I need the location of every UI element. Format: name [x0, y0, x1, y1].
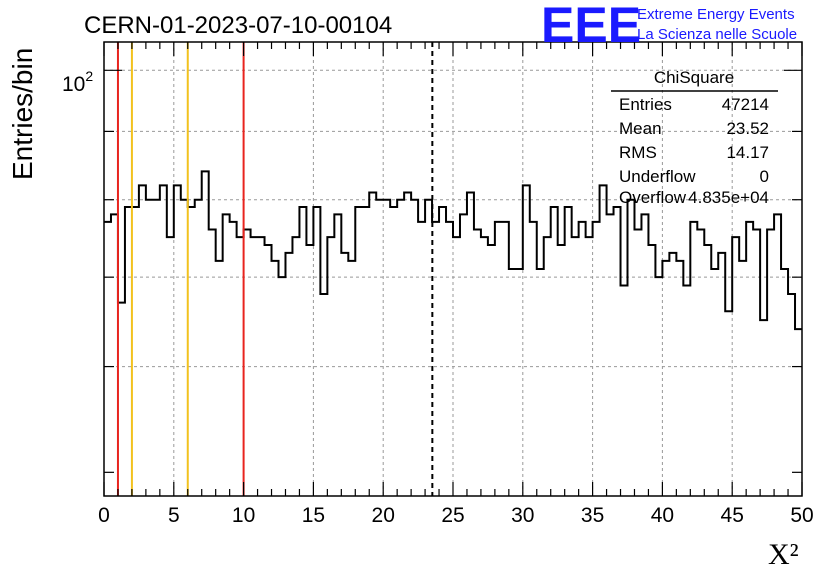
- histogram-series: [104, 170, 802, 331]
- logo-line-2: La Scienza nelle Scuole: [637, 26, 797, 43]
- stats-value-overflow: 4.835e+04: [688, 188, 769, 207]
- stats-label-mean: Mean: [619, 119, 662, 138]
- stats-value-mean: 23.52: [726, 119, 769, 138]
- x-tick-label: 25: [441, 504, 464, 527]
- chart-title: CERN-01-2023-07-10-00104: [84, 12, 392, 39]
- x-tick-label: 30: [511, 504, 534, 527]
- y-axis-label: Entries/bin: [7, 48, 38, 180]
- x-tick-label: 15: [302, 504, 325, 527]
- stats-value-rms: 14.17: [726, 143, 769, 162]
- stats-value-underflow: 0: [760, 167, 769, 186]
- stats-title: ChiSquare: [654, 68, 734, 87]
- stats-value-entries: 47214: [722, 95, 769, 114]
- y-tick-label: 102: [62, 68, 93, 96]
- eee-logo: EEE: [541, 0, 641, 53]
- stats-label-underflow: Underflow: [619, 167, 696, 186]
- x-tick-label: 35: [581, 504, 604, 527]
- grid: [104, 42, 802, 496]
- x-axis-label: X²: [768, 538, 799, 571]
- x-tick-label: 45: [721, 504, 744, 527]
- stats-box: ChiSquare Entries 47214 Mean 23.52 RMS 1…: [611, 68, 778, 207]
- x-tick-label: 40: [651, 504, 674, 527]
- x-tick-label: 20: [372, 504, 395, 527]
- stats-label-rms: RMS: [619, 143, 657, 162]
- logo-line-1: Extreme Energy Events: [637, 6, 795, 23]
- x-tick-label: 50: [790, 504, 813, 527]
- stats-label-overflow: Overflow: [619, 188, 687, 207]
- x-tick-label: 5: [168, 504, 180, 527]
- stats-label-entries: Entries: [619, 95, 672, 114]
- x-tick-label: 10: [232, 504, 255, 527]
- x-tick-labels: 0 5 10 15 20 25 30 35 40 45 50: [98, 504, 814, 527]
- axis-ticks: [103, 42, 803, 496]
- x-tick-label: 0: [98, 504, 110, 527]
- reference-lines: [116, 42, 434, 496]
